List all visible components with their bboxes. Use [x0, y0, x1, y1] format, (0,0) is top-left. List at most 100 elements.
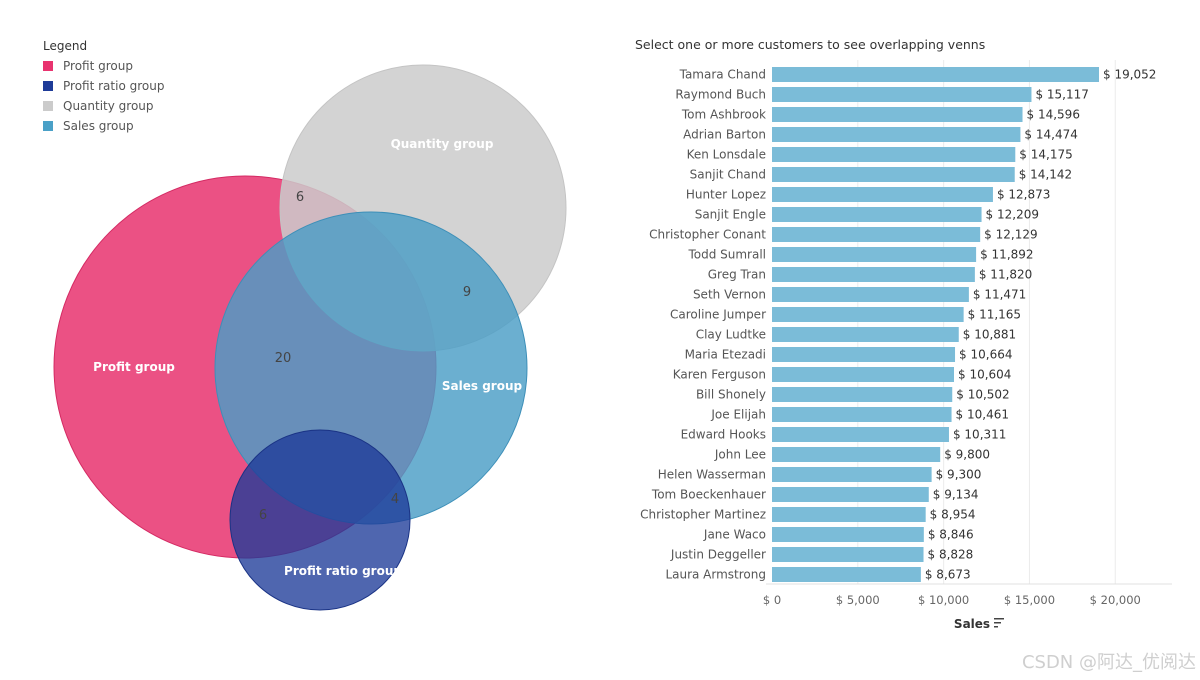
- bar-value-label: $ 11,471: [973, 288, 1026, 302]
- x-tick-label: $ 5,000: [836, 593, 880, 607]
- venn-count-profit-profit-ratio: 6: [259, 508, 267, 523]
- category-label[interactable]: Sanjit Chand: [690, 168, 766, 182]
- bar-value-label: $ 8,846: [928, 528, 974, 542]
- bar[interactable]: [772, 207, 982, 222]
- venn-count-profit-sales: 20: [275, 351, 292, 366]
- bar-value-label: $ 10,664: [959, 348, 1012, 362]
- bar-value-label: $ 14,474: [1024, 128, 1077, 142]
- bar[interactable]: [772, 447, 941, 462]
- legend-swatch-profit-ratio: [43, 81, 53, 91]
- legend-item-quantity[interactable]: Quantity group: [43, 98, 154, 114]
- legend-item-sales[interactable]: Sales group: [43, 118, 134, 134]
- legend-label: Sales group: [63, 119, 134, 133]
- bar[interactable]: [772, 227, 981, 242]
- category-label[interactable]: Clay Ludtke: [696, 328, 766, 342]
- bar[interactable]: [772, 87, 1032, 102]
- bar[interactable]: [772, 547, 924, 562]
- bar[interactable]: [772, 267, 975, 282]
- bar[interactable]: [772, 467, 932, 482]
- category-label[interactable]: Tamara Chand: [679, 68, 766, 82]
- legend-item-profit[interactable]: Profit group: [43, 58, 133, 74]
- bar[interactable]: [772, 307, 964, 322]
- category-label[interactable]: Tom Ashbrook: [681, 108, 766, 122]
- category-label[interactable]: Ken Lonsdale: [687, 148, 766, 162]
- category-label[interactable]: Christopher Martinez: [640, 508, 766, 522]
- sort-icon[interactable]: [994, 618, 1004, 628]
- category-label[interactable]: Caroline Jumper: [670, 308, 766, 322]
- legend-item-profit-ratio[interactable]: Profit ratio group: [43, 78, 164, 94]
- bar-value-label: $ 8,954: [930, 508, 976, 522]
- category-label[interactable]: Hunter Lopez: [686, 188, 766, 202]
- bar[interactable]: [772, 147, 1016, 162]
- category-label[interactable]: Helen Wasserman: [658, 468, 766, 482]
- category-label[interactable]: Karen Ferguson: [673, 368, 766, 382]
- bar[interactable]: [772, 527, 924, 542]
- category-label[interactable]: Jane Waco: [703, 528, 766, 542]
- bar-value-label: $ 8,828: [928, 548, 974, 562]
- bar-value-label: $ 12,209: [986, 208, 1039, 222]
- watermark: CSDN @阿达_优阅达: [1021, 652, 1196, 673]
- venn-count-quantity-sales: 9: [463, 285, 471, 300]
- category-label[interactable]: Raymond Buch: [675, 88, 766, 102]
- bar-chart-title: Select one or more customers to see over…: [635, 37, 986, 52]
- bar[interactable]: [772, 407, 952, 422]
- bar[interactable]: [772, 127, 1021, 142]
- bar-value-label: $ 9,300: [936, 468, 982, 482]
- category-label[interactable]: Christopher Conant: [649, 228, 766, 242]
- legend-swatch-quantity: [43, 101, 53, 111]
- bar[interactable]: [772, 387, 953, 402]
- category-label[interactable]: Laura Armstrong: [665, 568, 766, 582]
- x-axis-title: Sales: [954, 617, 990, 631]
- legend-label: Quantity group: [63, 99, 154, 113]
- bar[interactable]: [772, 247, 977, 262]
- category-label[interactable]: Maria Etezadi: [685, 348, 766, 362]
- bar[interactable]: [772, 287, 969, 302]
- bar-value-label: $ 10,881: [963, 328, 1016, 342]
- bar[interactable]: [772, 187, 993, 202]
- category-label[interactable]: Joe Elijah: [710, 408, 766, 422]
- x-tick-label: $ 10,000: [918, 593, 969, 607]
- bar[interactable]: [772, 67, 1099, 82]
- bar-value-label: $ 10,604: [958, 368, 1011, 382]
- x-tick-label: $ 15,000: [1004, 593, 1055, 607]
- venn-label-quantity: Quantity group: [391, 137, 494, 151]
- category-label[interactable]: Sanjit Engle: [695, 208, 766, 222]
- category-label[interactable]: Greg Tran: [708, 268, 766, 282]
- bar-value-label: $ 12,873: [997, 188, 1050, 202]
- bar-value-label: $ 19,052: [1103, 68, 1156, 82]
- category-label[interactable]: Edward Hooks: [681, 428, 766, 442]
- venn-count-sales-profit-ratio: 4: [391, 492, 399, 507]
- category-label[interactable]: Bill Shonely: [696, 388, 766, 402]
- bar[interactable]: [772, 107, 1023, 122]
- bar-value-label: $ 14,175: [1019, 148, 1072, 162]
- category-label[interactable]: Adrian Barton: [683, 128, 766, 142]
- bar[interactable]: [772, 347, 956, 362]
- category-label[interactable]: Todd Sumrall: [687, 248, 766, 262]
- category-label[interactable]: Tom Boeckenhauer: [651, 488, 766, 502]
- bar-value-label: $ 10,502: [956, 388, 1009, 402]
- bar-value-label: $ 10,461: [956, 408, 1009, 422]
- bar-value-label: $ 15,117: [1035, 88, 1088, 102]
- bar[interactable]: [772, 427, 949, 442]
- venn-circle-profit-ratio[interactable]: [229, 429, 411, 611]
- x-tick-label: $ 0: [763, 593, 781, 607]
- x-tick-label: $ 20,000: [1090, 593, 1141, 607]
- bar[interactable]: [772, 167, 1015, 182]
- bar[interactable]: [772, 567, 921, 582]
- venn-label-profit: Profit group: [93, 360, 175, 374]
- bar[interactable]: [772, 507, 926, 522]
- x-axis: $ 0 $ 5,000 $ 10,000 $ 15,000 $ 20,000: [763, 583, 1172, 607]
- bar-value-label: $ 10,311: [953, 428, 1006, 442]
- category-label[interactable]: John Lee: [714, 448, 766, 462]
- bar-value-label: $ 9,800: [944, 448, 990, 462]
- venn-count-profit-quantity: 6: [296, 190, 304, 205]
- bar[interactable]: [772, 367, 955, 382]
- bars: Tamara Chand $ 19,052 Raymond Buch $ 15,117…: [640, 67, 1156, 582]
- category-label[interactable]: Seth Vernon: [693, 288, 766, 302]
- bar[interactable]: [772, 327, 959, 342]
- bar[interactable]: [772, 487, 929, 502]
- bar-value-label: $ 11,892: [980, 248, 1033, 262]
- category-label[interactable]: Justin Deggeller: [670, 548, 766, 562]
- legend-label: Profit group: [63, 59, 133, 73]
